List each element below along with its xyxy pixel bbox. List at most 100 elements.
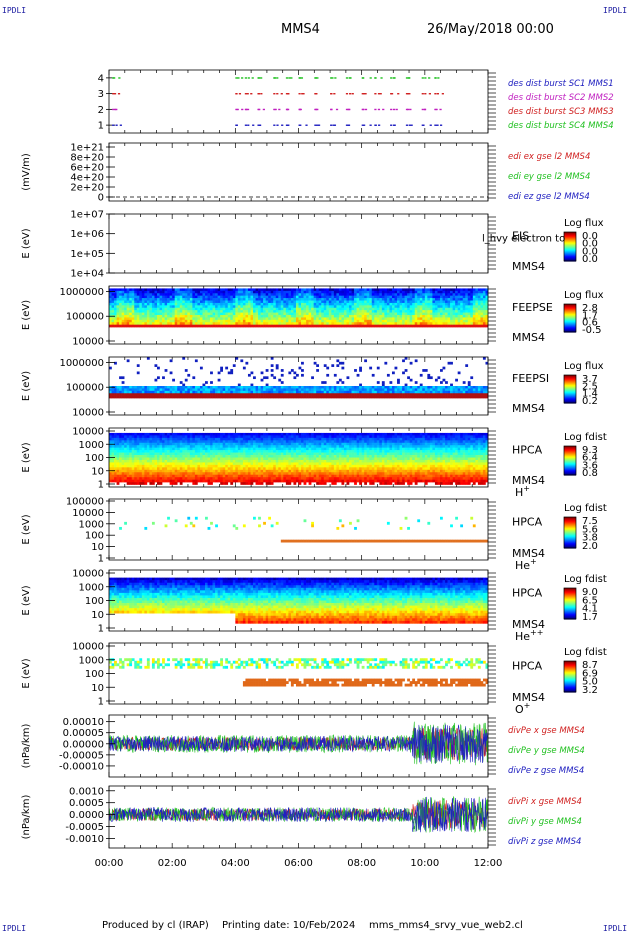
spectro-cell	[121, 474, 125, 478]
spectro-cell	[356, 295, 360, 299]
spectro-cell	[465, 293, 469, 296]
spectro-cell	[323, 315, 327, 318]
spectro-cell	[207, 450, 211, 453]
spectro-cell	[480, 300, 484, 304]
spectro-cell	[167, 432, 170, 436]
spectro-cell	[467, 395, 471, 399]
spectro-cell	[477, 312, 481, 316]
spectro-cell	[273, 319, 277, 323]
spectro-cell	[250, 295, 254, 299]
spectro-cell	[192, 462, 196, 466]
spectro-cell	[146, 435, 150, 439]
burst-mark	[333, 93, 336, 95]
spectro-cell	[351, 293, 355, 296]
spectro-cell	[131, 305, 135, 309]
spectro-cell	[308, 305, 312, 309]
spectro-cell	[129, 452, 133, 456]
spectro-cell	[381, 319, 385, 323]
spectro-cell	[407, 290, 410, 294]
spectro-cell	[409, 298, 413, 301]
spectro-cell	[265, 290, 269, 294]
spectro-cell	[298, 307, 302, 311]
spectro-cell	[250, 317, 254, 321]
spectro-cell	[116, 300, 120, 304]
spectro-cell	[151, 315, 155, 318]
spectro-cell	[194, 467, 198, 471]
spectro-cell	[270, 307, 274, 311]
spectro-cell	[477, 386, 481, 389]
spectro-cell	[371, 386, 375, 389]
spectro-cell	[151, 464, 155, 468]
spectro-cell	[333, 310, 337, 313]
spectro-cell	[167, 459, 170, 463]
burst-mark	[301, 93, 304, 95]
spectro-cell	[391, 324, 395, 328]
spectro-cell	[336, 290, 340, 294]
spectro-cell	[169, 359, 173, 363]
spectro-cell	[450, 386, 453, 389]
spectro-cell	[199, 477, 203, 480]
spectro-cell	[136, 300, 140, 304]
spectro-cell	[202, 393, 206, 396]
spectro-cell	[149, 450, 153, 453]
spectro-cell	[371, 295, 375, 299]
spectro-cell	[306, 315, 309, 318]
spectro-cell	[258, 310, 261, 313]
spectro-cell	[477, 324, 481, 328]
spectro-cell	[374, 319, 378, 323]
spectro-cell	[434, 293, 438, 296]
spectro-cell	[141, 302, 145, 306]
spectro-cell	[210, 435, 213, 439]
spectro-cell	[376, 293, 380, 296]
spectro-cell	[371, 319, 375, 323]
spectro-cell	[295, 393, 299, 396]
spectro-cell	[447, 322, 451, 325]
spectro-cell	[409, 310, 413, 313]
spectro-cell	[192, 288, 196, 292]
spectro-cell	[462, 307, 466, 311]
spectro-cell	[131, 395, 135, 399]
spectro-cell	[136, 457, 140, 461]
spectro-cell	[386, 290, 390, 294]
spectro-cell	[207, 440, 211, 444]
spectro-cell	[179, 298, 183, 301]
panel-frame	[108, 356, 489, 416]
spectro-cell	[131, 479, 135, 483]
spectro-cell	[182, 447, 186, 451]
spectro-cell	[187, 373, 191, 377]
spectro-cell	[399, 390, 403, 394]
spectro-cell	[268, 298, 272, 301]
spectro-cell	[144, 288, 148, 292]
spectro-cell	[172, 455, 175, 458]
spectro-cell	[169, 322, 173, 325]
burst-mark	[115, 108, 118, 111]
spectro-cell	[192, 455, 196, 458]
spectro-cell	[151, 386, 155, 389]
spectro-cell	[397, 298, 400, 301]
spectro-cell	[225, 317, 229, 321]
spectro-cell	[480, 388, 484, 392]
spectro-cell	[177, 319, 181, 323]
spectro-cell	[202, 290, 206, 294]
header-spacecraft: MMS4	[281, 22, 320, 37]
spectro-cell	[162, 298, 165, 301]
spectro-cell	[290, 305, 294, 309]
spectro-cell	[149, 437, 153, 441]
colorbar-cell	[564, 239, 576, 242]
spectro-cell	[472, 390, 476, 394]
spectro-cell	[177, 307, 181, 311]
spectro-cell	[149, 474, 153, 478]
spectro-cell	[290, 393, 294, 396]
spectro-cell	[349, 302, 352, 306]
spectro-cell	[151, 450, 155, 453]
spectro-cell	[157, 390, 160, 394]
colorbar-cell	[564, 304, 576, 306]
spectro-cell	[151, 310, 155, 313]
spectro-cell	[429, 317, 433, 321]
spectro-cell	[389, 315, 393, 318]
spectro-cell	[293, 307, 297, 311]
spectro-cell	[154, 319, 158, 323]
spectro-cell	[301, 315, 304, 318]
spectro-cell	[146, 462, 150, 466]
spectro-cell	[417, 310, 421, 313]
